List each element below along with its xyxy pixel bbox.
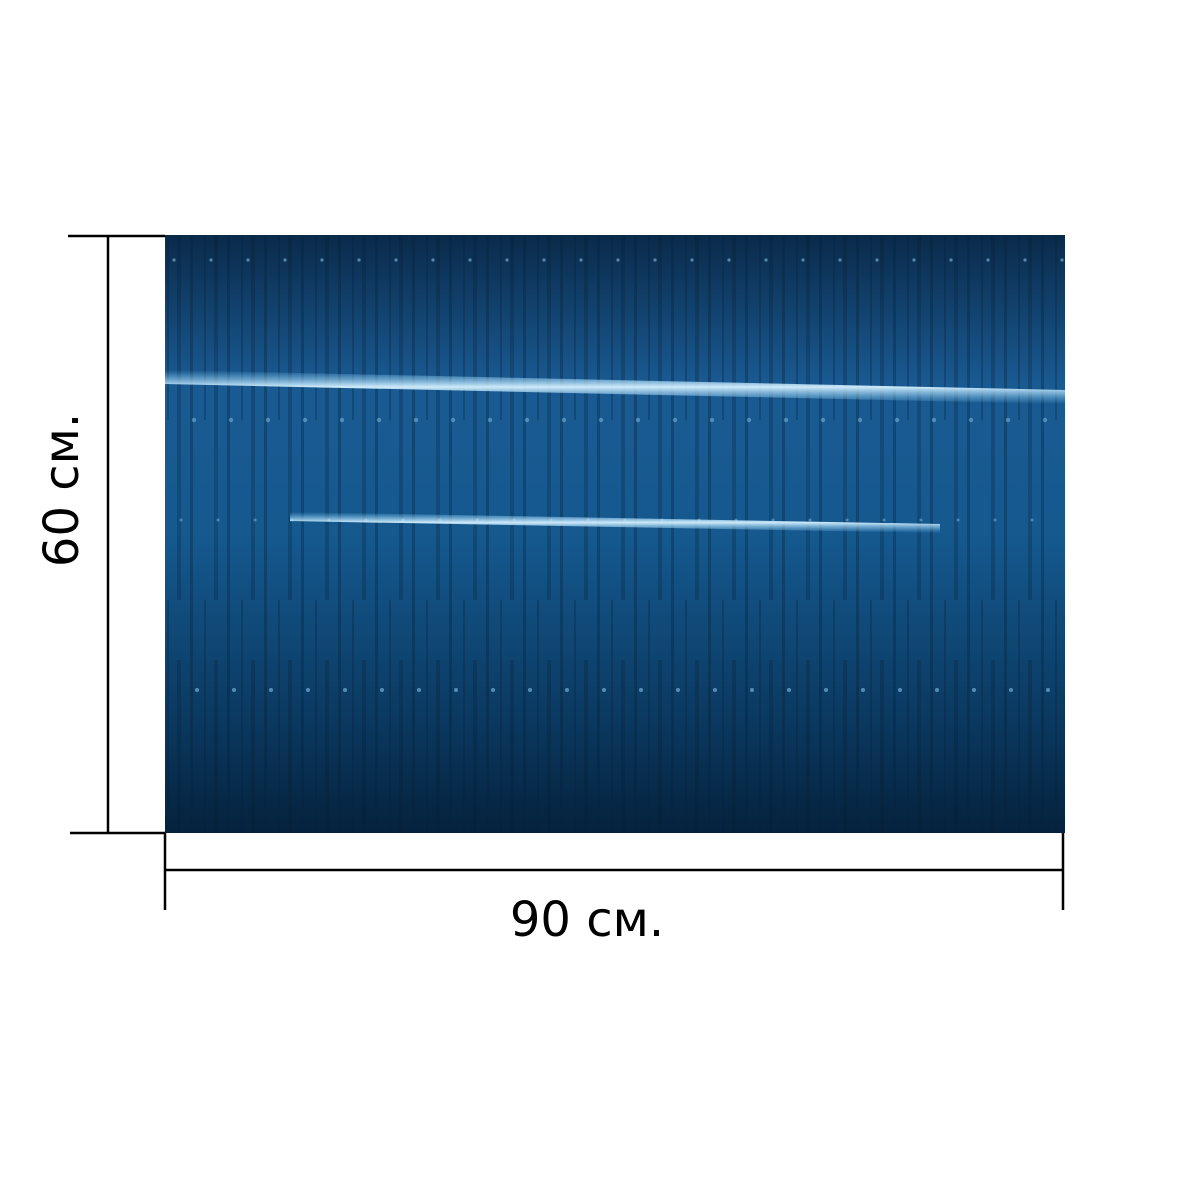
width-label: 90 см. bbox=[510, 892, 664, 948]
height-dimension: 60 см. bbox=[34, 234, 165, 835]
width-dimension: 90 см. bbox=[163, 833, 1065, 948]
height-label: 60 см. bbox=[34, 413, 90, 567]
photo bbox=[165, 235, 1065, 833]
